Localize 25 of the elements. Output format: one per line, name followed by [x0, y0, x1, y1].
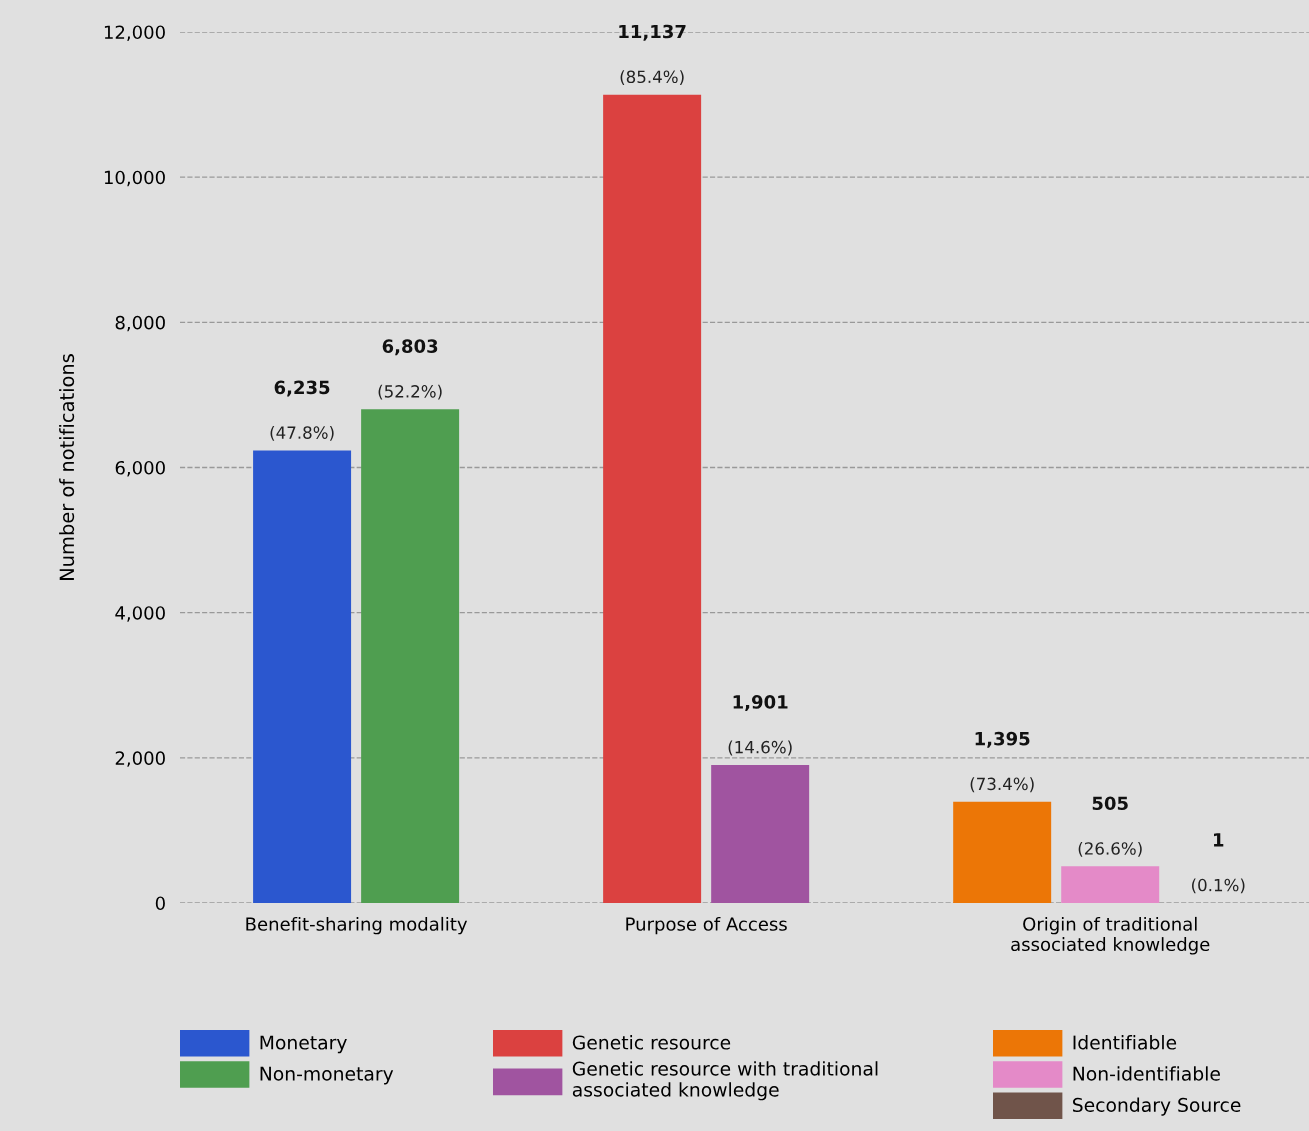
x-tick-label: Benefit-sharing modality — [246, 916, 468, 935]
y-tick-label: 8,000 — [115, 315, 165, 332]
legend-label: Genetic resource with traditional associated knowledge — [572, 1061, 878, 1101]
text: 6,235 (47.8%) — [270, 380, 334, 441]
text: 505 (26.6%) — [1078, 796, 1142, 857]
legend-label: Secondary Source — [1072, 1097, 1241, 1116]
legend-label: Identifiable — [1073, 1035, 1177, 1050]
x-tick-label: Origin of traditional associated knowledge — [1011, 916, 1210, 955]
text: 1,395 (73.4%) — [970, 731, 1034, 793]
legend-label: Non-monetary — [260, 1066, 394, 1085]
legend-label: Non-identifiable — [1073, 1066, 1220, 1081]
y-tick-label: 6,000 — [115, 460, 165, 477]
y-tick-label: 12,000 — [104, 25, 165, 41]
y-axis-title: Number of notifications — [59, 354, 75, 580]
y-tick-label: 0 — [155, 896, 165, 911]
text: 1,901 (14.6%) — [728, 695, 792, 756]
y-tick-label: 10,000 — [104, 170, 165, 187]
text: 1 (0.1%) — [1192, 833, 1245, 894]
legend-label: Genetic resource — [572, 1035, 731, 1050]
text: 6,803 (52.2%) — [378, 339, 442, 400]
y-tick-label: 2,000 — [115, 751, 165, 767]
text: 11,137 (85.4%) — [619, 24, 686, 86]
legend-label: Monetary — [260, 1035, 347, 1054]
x-tick-label: Purpose of Access — [626, 916, 787, 935]
y-tick-label: 4,000 — [115, 606, 165, 622]
